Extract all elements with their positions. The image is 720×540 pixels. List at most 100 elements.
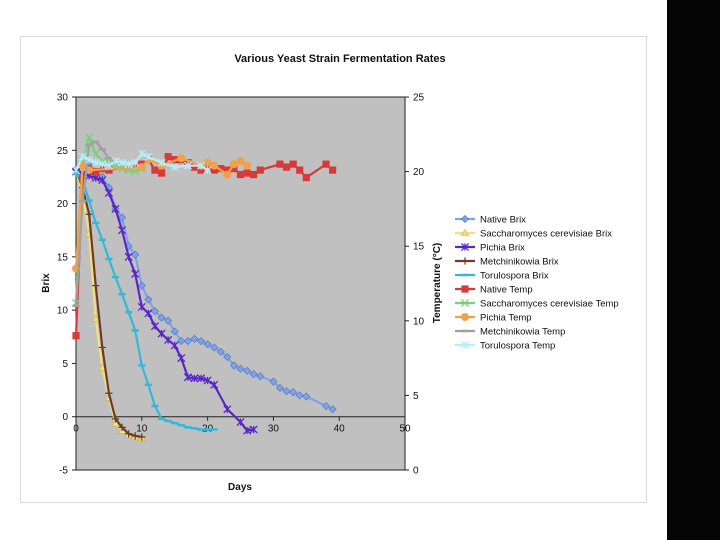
data-point-native-brix [137,281,146,290]
data-point-pichia-brix [243,426,252,435]
legend-marker [460,214,470,224]
data-point-pichia-brix [183,373,192,382]
data-point-pichia-brix [203,376,212,385]
legend-item-pichia-brix: Pichia Brix [455,243,525,254]
data-point-torulospora-temp [85,155,94,164]
data-point-pichia-brix [150,322,160,331]
legend-marker [460,228,470,237]
data-point-saccharomyces-cerevisiae-temp [131,167,140,176]
y2-tick-label: 20 [413,167,425,178]
data-point-native-brix [170,327,179,336]
data-point-native-temp [210,166,218,174]
x-tick-label: 50 [399,424,411,435]
data-point-saccharomyces-cerevisiae-temp [85,133,94,142]
data-point-native-temp [250,170,258,179]
x-axis-title: Days [228,482,252,493]
data-point-torulospora-temp [78,152,87,161]
data-point-native-temp [322,160,330,168]
data-point-pichia-temp [236,157,245,166]
data-point-pichia-brix [236,417,245,427]
data-point-native-brix [177,337,186,346]
data-point-pichia-brix [104,188,113,197]
data-point-pichia-brix [223,405,232,414]
data-point-metchinikowia-brix [111,415,120,423]
data-point-metchinikowia-brix [105,389,113,397]
y-tick-label: 15 [57,252,69,263]
data-point-native-temp [151,166,159,174]
data-point-native-brix [322,402,331,411]
data-point-native-brix [118,213,127,222]
data-point-metchinikowia-brix [98,343,106,352]
data-point-native-temp [223,166,231,174]
legend-item-native-brix: Native Brix [455,215,526,226]
data-point-torulospora-temp [196,161,206,170]
data-point-pichia-brix [131,269,140,278]
series-torulospora-temp [71,149,212,175]
y-tick-label: 5 [62,359,68,370]
data-point-torulospora-temp [104,161,113,170]
data-point-native-temp [92,168,100,176]
x-tick-label: 30 [268,424,280,435]
legend-label: Saccharomyces cerevisiae Temp [480,299,619,310]
data-point-torulospora-temp [183,161,192,170]
legend-label: Torulospora Temp [480,341,555,352]
legend-item-pichia-temp: Pichia Temp [455,313,532,324]
y-tick-label: 30 [57,93,69,104]
data-point-metchinikowia-brix [138,433,146,441]
data-point-native-brix [236,364,245,373]
data-point-pichia-brix [190,374,199,383]
data-point-native-temp [105,166,113,174]
plot-background [75,96,406,471]
y-tick-label: 10 [57,306,69,317]
y2-tick-label: 15 [413,242,425,253]
data-point-pichia-temp [223,170,232,179]
data-point-pichia-temp [229,160,238,169]
data-point-pichia-brix [210,380,219,389]
data-point-pichia-brix [170,341,179,350]
data-point-native-brix [216,347,225,356]
data-point-native-brix [157,313,166,322]
data-point-native-brix [269,377,278,386]
legend-marker [461,285,469,293]
data-point-torulospora-temp [144,152,153,161]
legend-marker [460,242,470,252]
data-point-native-brix [295,391,304,400]
chart-title: Various Yeast Strain Fermentation Rates [234,53,445,65]
data-point-native-brix [190,334,199,343]
data-point-pichia-brix [164,335,173,345]
y2-tick-label: 10 [413,316,425,327]
data-point-native-brix [203,340,212,349]
y-tick-label: 20 [57,199,69,210]
data-point-pichia-brix [177,354,186,363]
y-tick-label: -5 [59,466,68,477]
data-point-metchinikowia-brix [92,282,100,290]
data-point-torulospora-temp [111,157,120,166]
data-point-pichia-brix [137,302,146,312]
data-point-torulospora-temp [118,158,127,167]
slide-edge-band [667,0,720,540]
data-point-pichia-brix [249,425,258,434]
data-point-native-brix [328,405,337,414]
data-point-native-brix [183,337,192,346]
data-point-native-brix [289,388,298,397]
data-point-native-temp [276,160,284,168]
legend-label: Native Temp [480,285,533,296]
legend-marker [461,257,469,265]
y2-axis-title: Temperature (°C) [432,243,443,324]
legend-item-native-temp: Native Temp [455,285,533,296]
x-tick-label: 40 [334,424,346,435]
data-point-pichia-brix [111,204,120,213]
data-point-torulospora-temp [131,158,140,167]
data-point-saccharomyces-cerevisiae-brix [91,314,100,322]
data-point-native-temp [230,165,238,173]
data-point-pichia-temp [210,161,219,170]
data-point-native-temp [164,153,172,161]
data-point-native-temp [289,160,297,168]
data-point-pichia-temp [177,154,186,163]
data-point-native-temp [217,165,225,173]
y2-tick-label: 0 [413,466,419,477]
data-point-native-brix [144,295,153,304]
data-point-native-brix [275,383,285,392]
data-point-pichia-temp [78,161,87,170]
y2-tick-label: 25 [413,93,425,104]
